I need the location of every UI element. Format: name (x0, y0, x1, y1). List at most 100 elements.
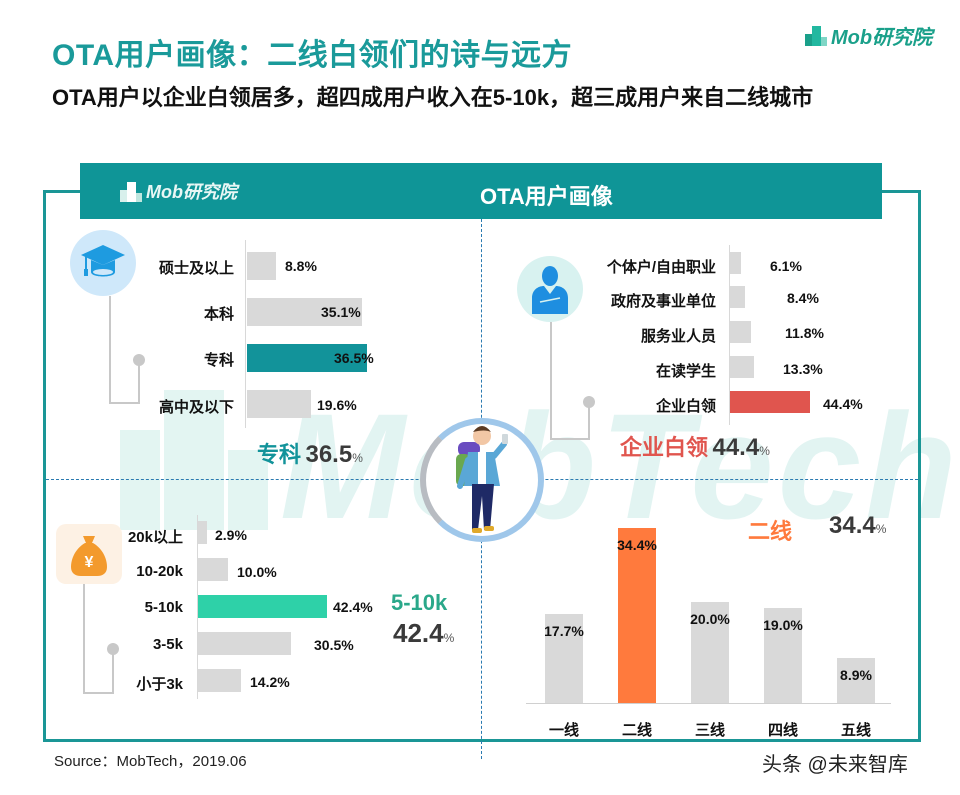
bar-highlight (198, 595, 327, 618)
highlight-unit: % (875, 522, 887, 536)
connector-line (112, 651, 114, 694)
bar (247, 390, 311, 418)
connector-line (588, 404, 590, 440)
bar (837, 658, 875, 703)
bar-category: 五线 (840, 722, 871, 739)
bar-value: 14.2% (250, 674, 290, 690)
bar-label: 服务业人员 (640, 328, 716, 345)
highlight-value: 42.4 (393, 618, 444, 648)
businessman-icon (517, 256, 583, 322)
bar-value: 8.4% (787, 290, 819, 306)
bar (730, 356, 754, 378)
bar-value: 19.0% (763, 617, 803, 633)
svg-text:¥: ¥ (85, 554, 94, 571)
bar-value: 8.9% (840, 667, 872, 683)
watermark-mark-icon (120, 390, 280, 530)
bar-label: 3-5k (152, 636, 183, 653)
connector-dot (583, 396, 595, 408)
bar-value: 34.4% (617, 537, 657, 553)
frame-edge (880, 190, 921, 193)
highlight-unit: % (352, 451, 363, 465)
bar-value: 2.9% (215, 527, 247, 543)
bar (198, 521, 207, 544)
bar-label: 高中及以下 (158, 399, 234, 416)
logo-text: Mob研究院 (831, 26, 933, 49)
bar-value: 17.7% (544, 623, 584, 639)
bar-category: 三线 (694, 722, 725, 739)
section-banner (80, 163, 882, 219)
mob-logo: Mob研究院 (805, 20, 932, 50)
bar (730, 252, 741, 274)
bar (198, 632, 291, 655)
bar-value: 6.1% (770, 258, 802, 274)
bar (730, 286, 745, 308)
highlight-value: 34.4 (829, 512, 876, 539)
connector-dot (107, 643, 119, 655)
bar-value: 13.3% (783, 361, 823, 377)
bar (545, 614, 583, 703)
highlight-value: 36.5 (305, 441, 353, 468)
bar-label: 企业白领 (655, 398, 716, 415)
bar-highlight (247, 344, 367, 372)
bar-label: 硕士及以上 (158, 260, 234, 277)
connector-dot (133, 354, 145, 366)
page-subtitle: OTA用户以企业白领居多，超四成用户收入在5-10k，超三成用户来自二线城市 (52, 85, 814, 110)
page-title: OTA用户画像：二线白领们的诗与远方 (52, 39, 573, 72)
bar-value: 30.5% (314, 637, 354, 653)
bar (691, 602, 729, 703)
bar-highlight (618, 528, 656, 703)
bar-value: 19.6% (317, 397, 357, 413)
highlight-unit: % (759, 444, 770, 458)
credit-watermark: 头条 @未来智库 (762, 754, 908, 776)
highlight-value: 44.4 (712, 434, 760, 461)
content-frame (43, 190, 921, 742)
highlight-label: 企业白领 (620, 435, 709, 460)
bar-label: 在读学生 (655, 363, 716, 380)
bar-value: 10.0% (237, 564, 277, 580)
bar (764, 608, 802, 703)
bar-label: 个体户/自由职业 (606, 259, 716, 276)
bar-value: 11.8% (785, 325, 824, 341)
chart-axis (245, 240, 246, 428)
bar (247, 252, 276, 280)
frame-edge (43, 190, 83, 193)
source-note: Source：MobTech，2019.06 (54, 753, 247, 770)
bar-value: 35.1% (321, 304, 361, 320)
connector-line (550, 322, 590, 440)
bar-category: 一线 (548, 722, 579, 739)
mob-building-icon (120, 180, 142, 202)
highlight-label: 专科 (257, 442, 302, 467)
income-highlight: 42.4% (393, 618, 454, 649)
backpacker-icon (448, 420, 518, 540)
bar-value: 20.0% (690, 611, 730, 627)
bar-label: 专科 (203, 352, 234, 369)
banner-title: OTA用户画像 (480, 184, 613, 209)
watermark-text: MobTech (280, 382, 960, 550)
bar-label: 10-20k (136, 563, 183, 580)
connector-line (138, 362, 140, 404)
connector-line (109, 296, 139, 404)
bar-value: 36.5% (334, 350, 374, 366)
money-bag-icon: ¥ (56, 524, 122, 584)
chart-baseline (526, 703, 891, 704)
bar-value: 8.8% (285, 258, 317, 274)
bar-label: 本科 (203, 306, 234, 323)
bar-highlight (730, 391, 810, 413)
connector-line (83, 584, 113, 694)
bar-category: 四线 (767, 722, 798, 739)
chart-axis (729, 245, 730, 425)
bar-category: 二线 (621, 722, 652, 739)
bar (730, 321, 751, 343)
occupation-highlight: 企业白领 44.4% (620, 430, 770, 462)
banner-logo-text: Mob研究院 (146, 182, 237, 202)
banner-logo: Mob研究院 (120, 178, 237, 204)
chart-axis (197, 515, 198, 699)
education-highlight: 专科 36.5% (257, 437, 363, 469)
bar (247, 298, 362, 326)
city-highlight-label: 二线 (748, 519, 793, 544)
bar (198, 669, 241, 692)
income-highlight-label: 5-10k (391, 590, 448, 615)
mob-building-icon (805, 24, 827, 46)
bar-label: 20k以上 (127, 529, 183, 546)
bar-label: 5-10k (144, 599, 183, 616)
